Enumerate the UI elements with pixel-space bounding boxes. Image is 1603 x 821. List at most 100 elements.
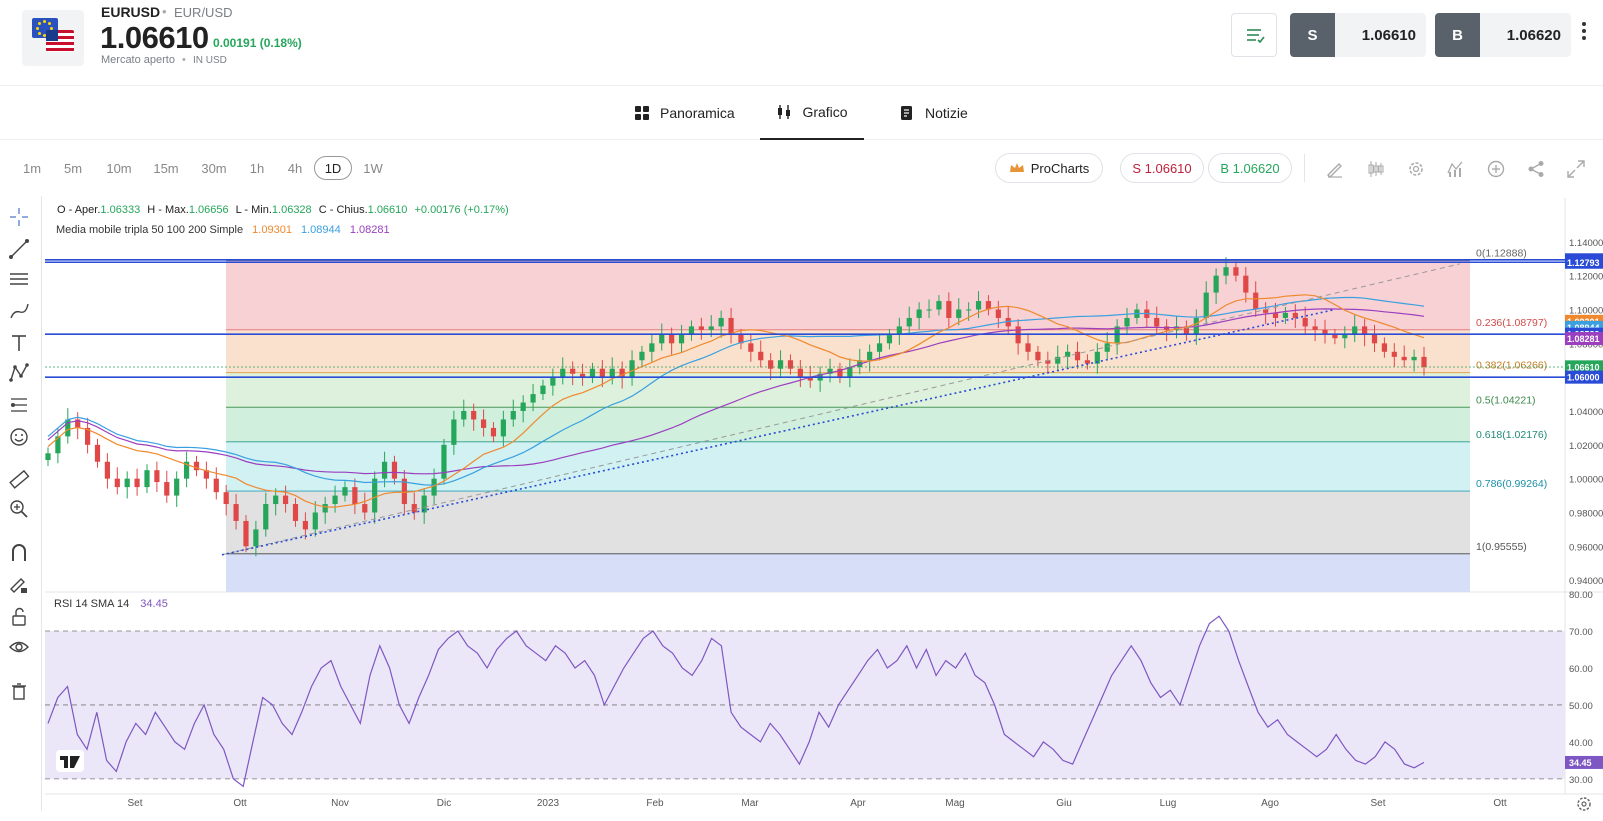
ruler-icon[interactable] [8,468,30,490]
magnet-icon[interactable] [8,542,30,564]
rsi-y-tick-label: 30.00 [1569,775,1593,786]
timeframe-1h[interactable]: 1h [249,160,265,176]
x-tick-label: Mar [741,798,759,809]
rsi-y-tick-label: 70.00 [1569,627,1593,638]
buy-button[interactable]: B 1.06620 [1435,13,1571,57]
trash-icon[interactable] [8,680,30,702]
chart-sell-label: S 1.06610 [1132,160,1192,176]
candle-body [619,368,625,378]
candle-body [1391,351,1397,357]
sell-button[interactable]: S 1.06610 [1290,13,1426,57]
fullscreen-icon[interactable] [1566,160,1586,178]
share-icon[interactable] [1526,160,1546,178]
tab-notizie[interactable]: Notizie [899,86,968,140]
horizontal-lines-icon[interactable] [8,268,30,290]
timeframe-1d[interactable]: 1D [314,156,352,180]
watchlist-button[interactable] [1231,13,1277,57]
candle-body [401,478,407,505]
candle-body [1065,351,1071,357]
candle-body [560,368,566,378]
candle-body [956,309,962,318]
candle-body [273,495,279,505]
crown-icon [1009,163,1024,172]
zoom-in-icon[interactable] [8,498,30,520]
eye-icon[interactable] [8,636,30,658]
x-tick-label: Mag [945,798,964,809]
current-price: 1.06610 [100,20,209,55]
candle-body [322,504,328,513]
sell-tag: S [1290,13,1335,57]
timeframe-10m[interactable]: 10m [106,160,132,176]
unlock-icon[interactable] [8,606,30,628]
crosshair-icon[interactable] [8,206,30,228]
timeframe-1w[interactable]: 1W [363,160,383,176]
candle-body [94,444,101,462]
fib-tool-icon[interactable] [8,394,30,416]
candle-body [886,334,893,344]
timeframe-4h[interactable]: 4h [287,160,303,176]
emoji-icon[interactable] [8,426,30,448]
timeframe-1m[interactable]: 1m [22,160,42,176]
candle-body [1282,312,1289,318]
candle-body [847,367,853,378]
procharts-button[interactable]: ProCharts [995,153,1103,183]
fib-level-label: 0.382(1.06266) [1476,360,1547,372]
timeframe-30m[interactable]: 30m [201,160,227,176]
candle-body [84,427,91,445]
price-tag-label: 1.06610 [1567,362,1600,372]
candle-body [1263,309,1269,313]
rsi-tag-bg [1565,755,1603,769]
candle-body [926,309,932,311]
x-tick-label: Ott [233,798,247,809]
y-tick-label: 1.12000 [1569,272,1603,283]
candle-body [827,368,833,374]
draw-lock-icon[interactable] [8,574,30,596]
market-status-text: Mercato aperto [101,54,175,66]
tab-grafico[interactable]: Grafico [760,86,864,140]
candle-body [431,478,437,496]
candle-body [570,368,576,374]
more-menu-icon[interactable] [1581,22,1587,48]
indicators-icon[interactable] [1446,160,1466,178]
candle-body [579,373,586,378]
x-tick-label: Set [1370,798,1385,809]
fib-zone [226,260,1470,330]
timeframe-15m[interactable]: 15m [153,160,179,176]
procharts-label: ProCharts [1030,160,1090,176]
candle-body [1233,267,1239,276]
candle-body [609,368,615,378]
x-tick-label: Lug [1160,798,1177,809]
tab-panoramica[interactable]: Panoramica [634,86,735,140]
candle-body [837,368,843,378]
add-circle-icon[interactable] [1486,160,1506,178]
text-tool-icon[interactable] [8,332,30,354]
ohlc-open: 1.06333 [100,204,141,216]
candle-body [1322,329,1328,335]
chart-type-icon[interactable] [1366,160,1386,178]
candle-body [1292,312,1298,318]
price-chart[interactable]: 0(1.12888) 0.236(1.08797) 0.382(1.06266) 0.… [0,196,1603,821]
candle-body [678,334,685,344]
chart-buy-button[interactable]: B 1.06620 [1208,153,1292,183]
candle-body [1094,351,1100,364]
candle-body [332,495,338,505]
gear-icon[interactable] [1406,160,1426,178]
sell-price: 1.06610 [1361,27,1416,44]
chart-sell-button[interactable]: S 1.06610 [1120,153,1204,183]
document-icon [901,106,912,120]
pattern-icon[interactable] [8,362,30,384]
candle-body [659,334,665,344]
candle-body [75,419,81,428]
ohlc-low-label: L - Min. [235,204,272,216]
timeframe-5m[interactable]: 5m [63,160,83,176]
trend-line-icon[interactable] [8,238,30,260]
buy-tag: B [1435,13,1480,57]
y-tick-label: 1.14000 [1569,238,1603,249]
brush-icon[interactable] [8,300,30,322]
pencil-icon[interactable] [1325,160,1345,178]
candle-body [758,351,764,361]
ma50-value: 1.09301 [252,224,292,236]
candle-body [1243,275,1249,293]
candle-body [738,334,744,344]
candle-body [946,301,952,318]
